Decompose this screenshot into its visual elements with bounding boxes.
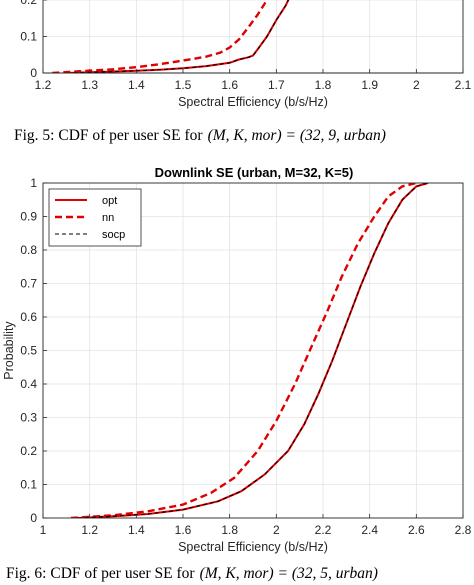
- fig6-xtick-label: 2.6: [408, 523, 425, 537]
- fig6-chart-title: Downlink SE (urban, M=32, K=5): [155, 165, 354, 180]
- fig5-xtick-label: 1.9: [361, 78, 378, 92]
- fig5-xtick-label: 1.4: [128, 78, 145, 92]
- fig6-y-axis-label: Probability: [2, 321, 16, 380]
- fig6-caption: Fig. 6: CDF of per user SE for (M, K, mor…: [6, 565, 378, 582]
- fig5-x-axis-label: Spectral Efficiency (b/s/Hz): [178, 95, 328, 109]
- fig6-xtick-label: 2.8: [455, 523, 472, 537]
- fig5-series-socp-line: [66, 0, 289, 73]
- fig5-ytick-label: 0.2: [20, 0, 37, 7]
- fig5-ytick-label: 0: [30, 66, 37, 80]
- fig6-ytick-label: 0.2: [20, 444, 37, 458]
- fig6-ytick-label: 0.5: [20, 344, 37, 358]
- fig6-legend-socp-label: socp: [102, 229, 125, 241]
- fig6-xtick-label: 2.2: [315, 523, 332, 537]
- fig5-ytick-label: 0.1: [20, 30, 37, 44]
- fig6-ytick-label: 0.8: [20, 243, 37, 257]
- fig6-xtick-label: 1.4: [128, 523, 145, 537]
- fig5-xtick-label: 2.1: [455, 78, 472, 92]
- fig6-legend-box: [48, 188, 142, 247]
- fig6-legend-opt-label: opt: [102, 195, 117, 207]
- fig6-ytick-label: 0.7: [20, 277, 37, 291]
- fig5-xtick-label: 1.6: [221, 78, 238, 92]
- fig5-xtick-label: 1.5: [175, 78, 192, 92]
- fig5-xtick-label: 1.2: [35, 78, 52, 92]
- fig6-caption-text: Fig. 6: CDF of per user SE for: [6, 565, 195, 582]
- fig5-axes-frame: [42, 0, 464, 74]
- fig6-xtick-label: 1: [40, 523, 47, 537]
- fig6-xtick-label: 2.4: [361, 523, 378, 537]
- fig6-axes-frame: [42, 182, 464, 519]
- fig5-xtick-label: 1.3: [81, 78, 98, 92]
- fig5-xtick-label: 1.8: [315, 78, 332, 92]
- fig5-caption-math: (M, K, mor) = (32, 9, urban): [208, 127, 386, 144]
- fig6-xtick-label: 2: [273, 523, 280, 537]
- fig6-legend-nn-label: nn: [102, 212, 114, 224]
- fig6-xtick-label: 1.2: [81, 523, 98, 537]
- fig6-ytick-label: 0.3: [20, 411, 37, 425]
- fig6-ytick-label: 0.6: [20, 310, 37, 324]
- fig6-ytick-label: 0: [30, 511, 37, 525]
- fig5-xtick-label: 2: [413, 78, 420, 92]
- fig5-cdf-chart: 1.2 1.3 1.4 1.5 1.6 1.7 1.8 1.9 2 2.1 0 0.1 0.2 Spect…: [20, 0, 472, 109]
- fig6-series-socp-line: [77, 183, 429, 518]
- fig6-series-nn-line: [70, 183, 417, 518]
- fig6-xtick-label: 1.8: [221, 523, 238, 537]
- fig6-caption-math: (M, K, mor) = (32, 5, urban): [200, 565, 378, 582]
- fig6-x-axis-label: Spectral Efficiency (b/s/Hz): [178, 540, 328, 554]
- fig5-series-nn-line: [52, 0, 269, 73]
- fig6-ytick-label: 0.4: [20, 377, 37, 391]
- fig6-cdf-chart: 1 1.2 1.4 1.6 1.8 2 2.2 2.4 2.6 2.8 0 0.1 0.2 0.3 0.4 0…: [2, 176, 472, 554]
- fig5-xtick-label: 1.7: [268, 78, 285, 92]
- fig5-caption-text: Fig. 5: CDF of per user SE for: [14, 127, 203, 144]
- fig5-caption: Fig. 5: CDF of per user SE for (M, K, mor…: [14, 127, 386, 144]
- fig6-xtick-label: 1.6: [175, 523, 192, 537]
- fig6-ytick-label: 0.9: [20, 210, 37, 224]
- fig6-ytick-label: 0.1: [20, 478, 37, 492]
- fig6-ytick-label: 1: [30, 176, 37, 190]
